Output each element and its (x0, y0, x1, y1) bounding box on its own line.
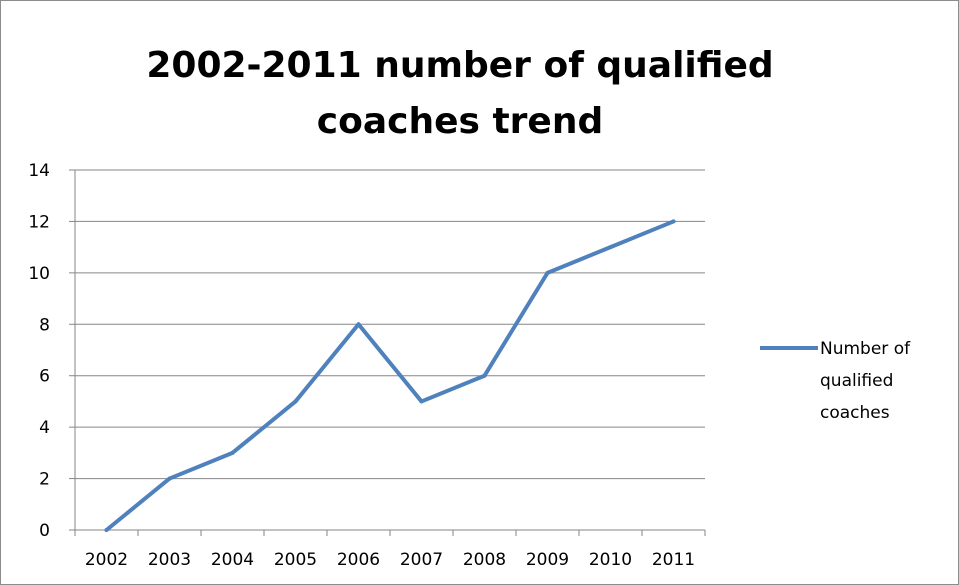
x-axis-labels: 2002 2003 2004 2005 2006 2007 2008 2009 2010 2011 (85, 550, 695, 570)
data-point (419, 399, 424, 404)
x-tick-label: 2006 (337, 550, 380, 570)
x-tick-label: 2003 (148, 550, 191, 570)
data-series (104, 219, 676, 532)
series-line (104, 219, 676, 532)
data-point (293, 399, 298, 404)
legend: Number of qualified coaches (760, 339, 911, 423)
y-tick-label: 10 (28, 264, 50, 284)
x-tick-label: 2004 (211, 550, 254, 570)
x-tick-label: 2008 (463, 550, 506, 570)
data-point (167, 476, 172, 481)
data-point (482, 373, 487, 378)
y-tick-label: 4 (39, 418, 50, 438)
x-tick-label: 2005 (274, 550, 317, 570)
y-tick-label: 0 (39, 521, 50, 541)
data-point (671, 219, 676, 224)
gridlines (75, 169, 705, 480)
data-point (104, 528, 109, 532)
chart-title: 2002-2011 number of qualified coaches tr… (146, 45, 774, 142)
x-tick-label: 2002 (85, 550, 128, 570)
y-tick-label: 14 (28, 161, 50, 181)
y-tick-label: 8 (39, 315, 50, 335)
data-point (230, 450, 235, 455)
legend-label: Number of qualified coaches (820, 339, 911, 423)
y-tick-label: 12 (28, 212, 50, 232)
y-tick-label: 2 (39, 470, 50, 490)
data-point (608, 245, 613, 250)
x-tick-label: 2007 (400, 550, 443, 570)
y-tick-label: 6 (39, 367, 50, 387)
data-point (545, 270, 550, 275)
y-axis-labels: 0 2 4 6 8 10 12 14 (28, 161, 50, 541)
x-tick-label: 2011 (652, 550, 695, 570)
x-tick-label: 2009 (526, 550, 569, 570)
x-axis (69, 169, 706, 536)
data-point (356, 322, 361, 327)
x-tick-label: 2010 (589, 550, 632, 570)
